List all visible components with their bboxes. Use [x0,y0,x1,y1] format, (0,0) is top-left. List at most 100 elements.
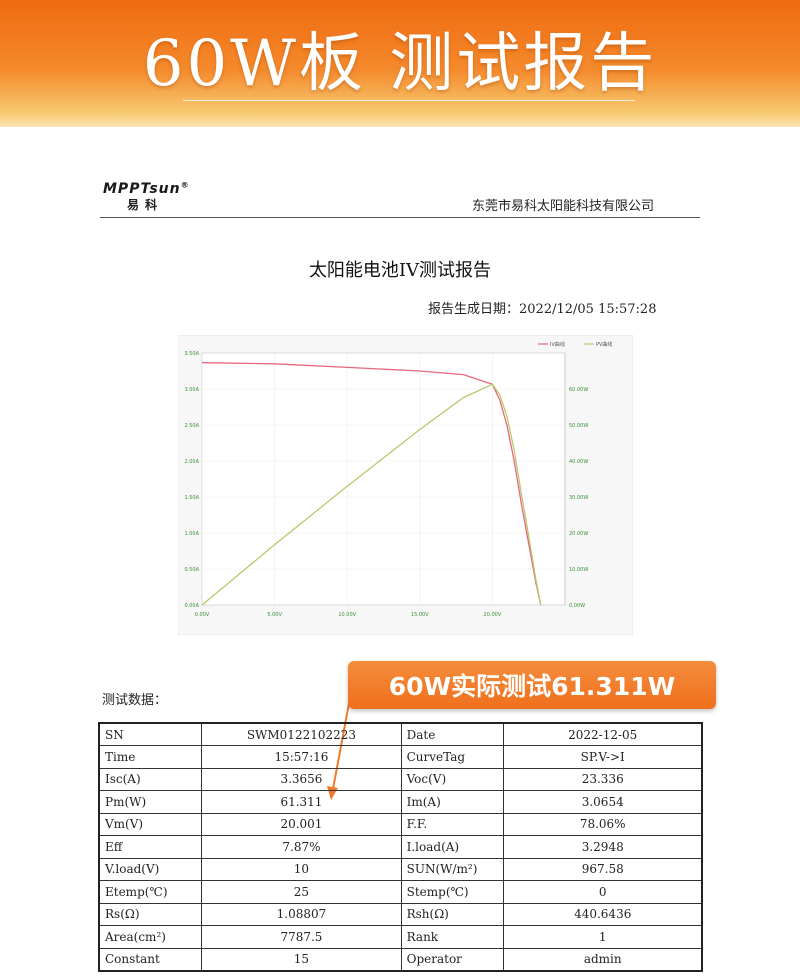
param-value: SP.V->I [503,745,703,769]
param-name: Etemp(℃) [98,880,203,904]
param-name: SN [98,722,203,746]
param-name: Im(A) [400,790,505,814]
param-name: Eff [98,835,203,859]
title-banner: 60W板 测试报告 [0,0,800,127]
y-right-tick-label: 50.00W [569,423,588,429]
param-value: 967.58 [503,857,703,881]
param-value: 440.6436 [503,902,703,926]
param-value: 3.3656 [201,767,402,791]
param-name: CurveTag [400,745,505,769]
test-data-table: SN SWM0122102223 Date 2022-12-05 Time 15:57:1… [98,722,703,972]
table-row: SN SWM0122102223 Date 2022-12-05 [98,722,703,746]
chart-legend: IV曲线 PV曲线 [538,341,612,348]
y-left-tick-label: 1.00A [184,531,199,537]
param-value: 23.336 [503,767,703,791]
y-left-tick-label: 3.00A [184,387,199,393]
table-row: Area(cm²) 7787.5 Rank 1 [98,925,703,949]
param-value: 15 [201,947,402,971]
report-date: 报告生成日期：2022/12/05 15:57:28 [428,298,656,317]
y-right-tick-label: 10.00W [569,567,588,573]
param-name: V.load(V) [98,857,203,881]
param-name: Voc(V) [400,767,505,791]
table-row: Eff 7.87% I.load(A) 3.2948 [98,835,703,859]
param-name: Vm(V) [98,812,203,836]
param-value: 7787.5 [201,925,402,949]
y-left-tick-label: 2.00A [184,459,199,465]
param-value: 10 [201,857,402,881]
param-name: Time [98,745,203,769]
param-name: Date [400,722,505,746]
param-value: 20.001 [201,812,402,836]
param-name: Pm(W) [98,790,203,814]
registered-mark: ® [180,180,190,190]
param-value: 25 [201,880,402,904]
x-tick-label: 0.00V [195,612,210,618]
chart-grid [201,352,565,606]
y-right-tick-label: 40.00W [569,459,588,465]
table-row: Pm(W) 61.311 Im(A) 3.0654 [98,790,703,814]
x-tick-label: 20.00V [484,612,502,618]
param-value: 7.87% [201,835,402,859]
param-name: Operator [400,947,505,971]
param-name: Isc(A) [98,767,203,791]
iv-pv-chart: 0.00V 5.00V 10.00V 15.00V 20.00V 0.00A 0.50A 1.… [177,334,634,636]
param-value: 0 [503,880,703,904]
legend-label: IV曲线 [550,341,565,348]
param-value: 1 [503,925,703,949]
param-value: 61.311 [201,790,402,814]
logo-wordmark: MPPTsun® [103,180,190,197]
param-name: Rsh(Ω) [400,902,505,926]
param-name: Rs(Ω) [98,902,203,926]
power-callout: 60W实际测试61.311W [348,661,716,709]
chart-series [201,362,542,606]
company-logo: MPPTsun® 易科 [103,178,190,212]
y-left-tick-label: 2.50A [184,423,199,429]
report-date-value: 2022/12/05 15:57:28 [519,302,657,317]
y-left-tick-label: 1.50A [184,495,199,501]
param-value: 2022-12-05 [503,722,703,746]
report-date-label: 报告生成日期： [428,302,520,317]
param-value: 15:57:16 [201,745,402,769]
plot-area [201,352,566,606]
report-title: 太阳能电池IV测试报告 [308,260,492,281]
banner-title: 60W板 测试报告 [142,27,658,101]
table-row: Rs(Ω) 1.08807 Rsh(Ω) 440.6436 [98,902,703,926]
logo-subtitle: 易科 [127,198,164,212]
param-name: I.load(A) [400,835,505,859]
table-row: Time 15:57:16 CurveTag SP.V->I [98,745,703,769]
chart-svg: 0.00V 5.00V 10.00V 15.00V 20.00V 0.00A 0.50A 1.… [177,334,634,636]
x-tick-label: 5.00V [267,612,282,618]
param-name: F.F. [400,812,505,836]
param-name: SUN(W/m²) [400,857,505,881]
param-value: SWM0122102223 [201,722,402,746]
y-right-tick-label: 30.00W [569,495,588,501]
y-right-tick-label: 60.00W [569,387,588,393]
y-right-tick-label: 20.00W [569,531,588,537]
y-left-tick-label: 0.50A [184,567,199,573]
param-name: Stemp(℃) [400,880,505,904]
x-tick-label: 15.00V [411,612,429,618]
banner-divider [183,100,635,101]
param-value: 78.06% [503,812,703,836]
table-row: V.load(V) 10 SUN(W/m²) 967.58 [98,857,703,881]
logo-text: MPPTsun [103,181,181,197]
series-line-1 [201,383,542,606]
company-name: 东莞市易科太阳能科技有限公司 [472,199,655,214]
param-name: Rank [400,925,505,949]
chart-ticks: 0.00V 5.00V 10.00V 15.00V 20.00V 0.00A 0.50A 1.… [184,351,588,618]
y-right-tick-label: 0.00W [569,603,585,609]
param-value: 3.2948 [503,835,703,859]
param-value: 3.0654 [503,790,703,814]
table-row: Vm(V) 20.001 F.F. 78.06% [98,812,703,836]
param-name: Constant [98,947,203,971]
y-left-tick-label: 3.50A [184,351,199,357]
param-value: admin [503,947,703,971]
table-row: Etemp(℃) 25 Stemp(℃) 0 [98,880,703,904]
x-tick-label: 10.00V [338,612,356,618]
table-row: Isc(A) 3.3656 Voc(V) 23.336 [98,767,703,791]
series-line-0 [201,362,542,606]
test-data-caption: 测试数据： [102,693,168,708]
table-row: Constant 15 Operator admin [98,947,703,971]
y-left-tick-label: 0.00A [184,603,199,609]
param-value: 1.08807 [201,902,402,926]
